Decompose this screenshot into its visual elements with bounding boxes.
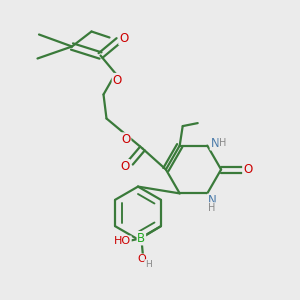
- Text: H: H: [208, 203, 215, 213]
- Text: O: O: [243, 163, 252, 176]
- Text: N: N: [207, 194, 216, 207]
- Text: HO: HO: [114, 236, 131, 246]
- Text: B: B: [137, 232, 146, 245]
- Text: H: H: [145, 260, 152, 269]
- Text: N: N: [210, 137, 219, 150]
- Text: O: O: [112, 74, 122, 87]
- Text: O: O: [121, 160, 130, 173]
- Text: O: O: [137, 254, 146, 264]
- Text: O: O: [122, 133, 130, 146]
- Text: O: O: [119, 32, 128, 45]
- Text: H: H: [219, 138, 226, 148]
